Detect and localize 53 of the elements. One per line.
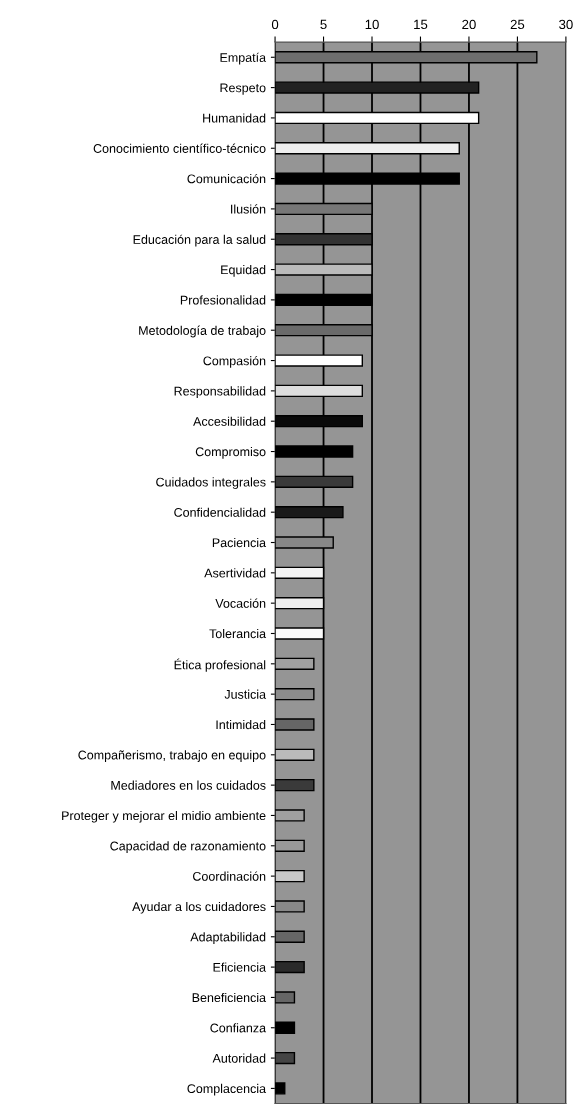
y-tick-label: Intimidad xyxy=(216,719,266,730)
y-tick-label: Beneficiencia xyxy=(192,992,267,1003)
bar xyxy=(275,748,315,761)
y-tick-label: Coordinación xyxy=(193,871,266,881)
y-tick-label: Conocimiento científico-técnico xyxy=(93,143,266,153)
y-tick-label: Cuidados integrales xyxy=(156,477,266,489)
bar xyxy=(275,778,315,792)
y-tick-label: Vocación xyxy=(215,598,266,608)
bar xyxy=(275,1082,286,1095)
bar xyxy=(275,991,296,1004)
x-tick-label: 20 xyxy=(462,19,476,30)
y-tick-label: Confidencialidad xyxy=(174,507,266,517)
y-tick-label: Paciencia xyxy=(212,537,267,548)
y-tick-label: Metodología de trabajo xyxy=(139,325,266,338)
bar xyxy=(275,960,305,974)
y-tick-label: Ayudar a los cuidadores xyxy=(132,901,266,914)
x-tick-label: 30 xyxy=(559,19,573,30)
y-tick-label: Responsabilidad xyxy=(174,386,266,398)
bar xyxy=(275,930,305,943)
y-tick-label: Equidad xyxy=(221,265,266,277)
y-tick-label: Proteger y mejorar el midio ambiente xyxy=(62,810,266,823)
y-tick-label: Compañerismo, trabajo en equipo xyxy=(78,750,266,762)
bar xyxy=(275,900,305,913)
x-tick-label: 10 xyxy=(365,19,379,30)
x-tick-label: 25 xyxy=(510,19,525,30)
y-tick-label: Asertividad xyxy=(204,568,266,578)
y-tick-label: Empatía xyxy=(220,52,267,65)
y-tick-label: Autoridad xyxy=(212,1053,266,1063)
bar xyxy=(275,869,305,883)
y-tick-label: Complacencia xyxy=(187,1083,267,1096)
y-tick-label: Mediadores en los cuidados xyxy=(111,780,266,790)
y-tick-label: Accesibilidad xyxy=(193,416,266,426)
y-tick-label: Respeto xyxy=(220,83,266,95)
y-tick-label: Compromiso xyxy=(195,447,266,459)
y-tick-label: Profesionalidad xyxy=(180,295,266,305)
y-tick-label: Confianza xyxy=(210,1023,267,1033)
bar xyxy=(275,1021,296,1034)
y-tick-label: Adaptabilidad xyxy=(190,932,266,944)
y-tick-label: Tolerancia xyxy=(209,628,267,639)
y-tick-label: Ética profesional xyxy=(174,658,266,672)
y-tick-label: Capacidad de razonamiento xyxy=(110,841,266,853)
bar xyxy=(275,718,315,731)
y-tick-label: Justicia xyxy=(224,689,267,699)
y-tick-label: Compasión xyxy=(203,355,266,368)
y-tick-label: Ilusión xyxy=(231,204,266,214)
y-tick-label: Comunicación xyxy=(187,173,266,184)
y-tick-label: Humanidad xyxy=(203,113,266,123)
x-tick-label: 0 xyxy=(271,19,279,30)
y-tick-label: Eficiencia xyxy=(213,962,267,972)
x-tick-label: 5 xyxy=(320,19,327,30)
x-tick-label: 15 xyxy=(414,19,428,30)
bar xyxy=(275,1051,296,1065)
y-tick-label: Educación para la salud xyxy=(133,234,266,247)
